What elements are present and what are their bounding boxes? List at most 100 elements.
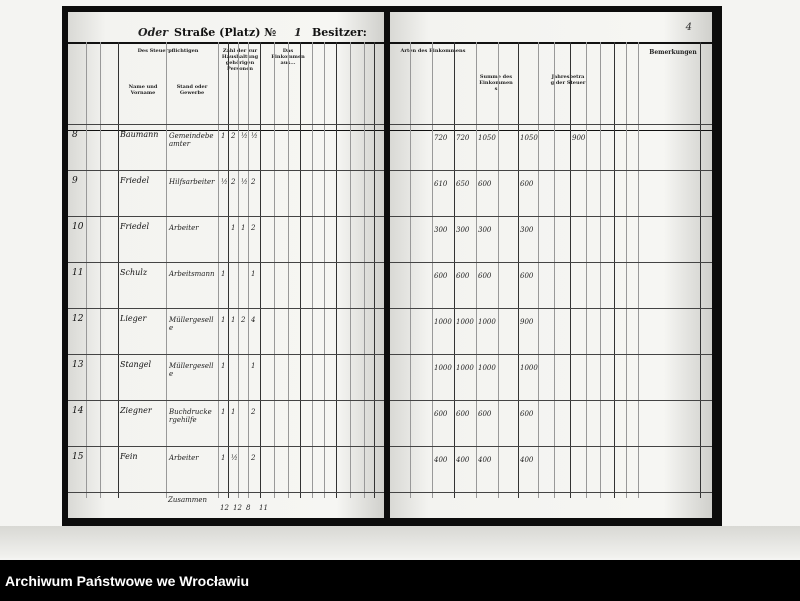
column-rule (350, 42, 351, 498)
taxpayer-status: Arbeiter (169, 224, 199, 232)
taxpayer-status: Gemeindebeamter (169, 132, 214, 148)
row-number: 14 (72, 406, 84, 416)
household-count: 2 (251, 408, 256, 416)
income-amount: 650 (456, 180, 470, 188)
household-count: 1 (221, 362, 226, 370)
row-rule (390, 400, 712, 401)
income-amount: 1000 (478, 318, 496, 326)
taxpayer-name: Baumann (120, 130, 159, 139)
totals-label: Zusammen (168, 496, 208, 504)
row-rule (68, 446, 384, 447)
paper-edge (0, 526, 800, 558)
household-count: 1 (231, 224, 236, 232)
income-amount: 400 (520, 456, 534, 464)
row-rule (68, 124, 384, 125)
column-rule (538, 42, 539, 498)
income-amount: 600 (520, 410, 534, 418)
column-rule (324, 42, 325, 498)
income-amount: 900 (572, 134, 586, 142)
column-rule (476, 42, 477, 498)
column-rule (118, 42, 119, 498)
totals-value: 8 (246, 504, 251, 512)
column-rule (364, 42, 365, 498)
row-number: 12 (72, 314, 84, 324)
column-rule (166, 42, 167, 498)
income-amount: 400 (478, 456, 492, 464)
archive-name: Archiwum Państwowe we Wrocławiu (5, 573, 250, 589)
income-amount: 600 (520, 272, 534, 280)
household-count: 4 (251, 316, 256, 324)
taxpayer-status: Hilfsarbeiter (169, 178, 215, 186)
column-rule (218, 42, 219, 498)
right-table-header: Arten des Einkommens Summe des Einkommen… (390, 42, 712, 131)
household-count: 1 (241, 224, 246, 232)
sum-header: Summe des Einkommens (479, 74, 513, 92)
page-number: 4 (685, 22, 692, 33)
taxpayer-name: Schulz (120, 268, 148, 277)
row-rule (68, 308, 384, 309)
row-rule (68, 400, 384, 401)
household-count: 2 (251, 224, 256, 232)
taxpayer-name: Stangel (120, 360, 152, 369)
income-amount: 300 (456, 226, 470, 234)
income-amount: 1050 (520, 134, 538, 142)
row-rule (68, 354, 384, 355)
taxpayer-name: Ziegner (120, 406, 152, 415)
income-amount: 600 (478, 410, 492, 418)
column-rule (570, 42, 571, 498)
income-amount: 720 (456, 134, 470, 142)
row-rule (68, 216, 384, 217)
income-amount: 300 (434, 226, 448, 234)
household-count: 1 (221, 270, 226, 278)
owner-label: Besitzer: (312, 26, 367, 39)
income-amount: 600 (434, 272, 448, 280)
income-amount: 600 (520, 180, 534, 188)
income-amount: 600 (478, 180, 492, 188)
column-rule (100, 42, 101, 498)
household-header: Zahl der zur Haushaltung gehörigen Perso… (221, 48, 259, 72)
income-amount: 1000 (456, 364, 474, 372)
row-number: 9 (72, 176, 78, 186)
income-sources-header: Das Einkommen aus... (271, 48, 305, 66)
column-rule (238, 42, 239, 498)
income-amount: 1000 (520, 364, 538, 372)
taxpayer-header: Des Steuerpflichtigen (137, 48, 199, 54)
column-rule (454, 42, 455, 498)
street-number: 1 (294, 26, 302, 39)
column-rule (638, 42, 639, 498)
annual-amount-header: Jahresbetrag der Steuer (550, 74, 586, 86)
street-label: Straße (Platz) № (174, 26, 277, 39)
household-count: 1 (221, 316, 226, 324)
row-rule (390, 262, 712, 263)
income-amount: 600 (456, 410, 470, 418)
row-rule (390, 124, 712, 125)
column-rule (374, 42, 375, 498)
taxpayer-status: Müllergeselle (169, 316, 214, 332)
status-header: Stand oder Gewerbe (176, 84, 208, 96)
household-count: 2 (251, 178, 256, 186)
row-number: 10 (72, 222, 84, 232)
row-rule (68, 492, 384, 493)
taxpayer-status: Arbeiter (169, 454, 199, 462)
row-rule (68, 262, 384, 263)
row-number: 11 (72, 268, 84, 278)
household-count: 1 (231, 408, 236, 416)
column-rule (586, 42, 587, 498)
column-rule (336, 42, 337, 498)
row-rule (68, 170, 384, 171)
column-rule (518, 42, 519, 498)
income-amount: 400 (456, 456, 470, 464)
income-amount: 900 (520, 318, 534, 326)
taxpayer-name: Lieger (120, 314, 147, 323)
household-count: ½ (231, 454, 238, 462)
column-rule (614, 42, 615, 498)
household-count: ½ (251, 132, 258, 140)
row-rule (390, 354, 712, 355)
name-header: Name und Vorname (128, 84, 158, 96)
household-count: ½ (241, 178, 248, 186)
income-amount: 400 (434, 456, 448, 464)
remarks-header: Bemerkungen (649, 49, 697, 56)
taxpayer-status: Müllergeselle (169, 362, 214, 378)
income-amount: 600 (478, 272, 492, 280)
household-count: 1 (221, 408, 226, 416)
